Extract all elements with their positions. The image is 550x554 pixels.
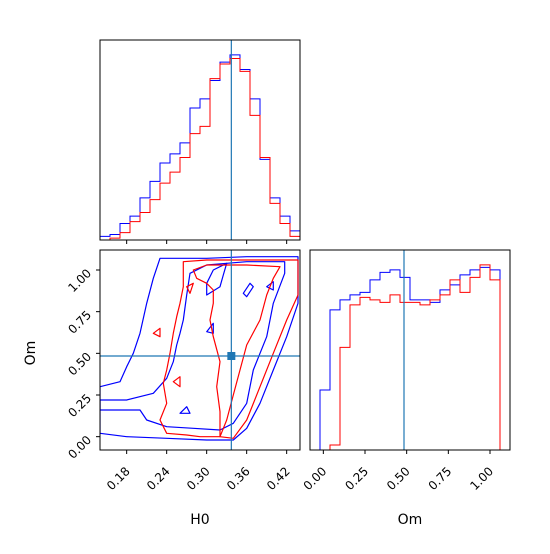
h0-histogram-panel	[99, 39, 301, 244]
h0-om-contour-panel: 0.18 0.24 0.30 0.36 0.42 0.00 0.25 0.50 0.75 1.00	[65, 249, 301, 493]
x-axis-label-h0: H0	[190, 512, 209, 528]
om-hist-frame	[309, 249, 511, 451]
contour-series-2-level-2	[192, 264, 281, 438]
contour-series-1-level-6	[206, 322, 214, 334]
om-x-tick-label: 0.00	[301, 464, 330, 493]
h0-hist-series-1	[99, 54, 301, 240]
contour-series-1-level-5	[266, 281, 274, 291]
contour-area	[100, 256, 299, 441]
contour-frame	[99, 249, 301, 451]
om-hist-series-2	[310, 264, 510, 451]
contour-series-2-level-3	[186, 282, 194, 294]
om-y-tick-label: 0.25	[65, 391, 94, 420]
h0-x-tick-label: 0.30	[184, 464, 213, 493]
contour-series-2-level-4	[152, 327, 161, 338]
om-y-tick-label: 0.50	[65, 350, 94, 379]
om-hist-series-1	[310, 266, 510, 451]
om-y-tick-label: 0.00	[65, 433, 94, 462]
y-axis-label-om: Om	[23, 341, 39, 366]
contour-series-2-level-1	[159, 259, 299, 439]
contour-series-2-level-5	[172, 376, 181, 388]
h0-hist-series-2	[100, 57, 301, 241]
om-y-tick-label: 1.00	[65, 266, 94, 295]
om-x-tick-label: 0.75	[426, 464, 455, 493]
contour-series-1-level-1	[100, 256, 299, 441]
h0-x-tick-label: 0.18	[104, 464, 133, 493]
h0-hist-frame	[99, 39, 301, 241]
om-histogram-panel: 0.00 0.25 0.50 0.75 1.00	[301, 249, 511, 493]
contour-truth-marker	[227, 352, 236, 360]
om-x-tick-label: 1.00	[467, 464, 496, 493]
om-y-tick-label: 0.75	[65, 308, 94, 337]
h0-x-tick-label: 0.42	[264, 464, 293, 493]
h0-x-tick-label: 0.36	[224, 464, 253, 493]
contour-series-1-level-2	[100, 261, 286, 431]
h0-x-tick-label: 0.24	[144, 464, 173, 493]
contour-series-1-level-3	[206, 262, 228, 296]
x-axis-label-om: Om	[398, 512, 423, 528]
om-x-tick-label: 0.25	[342, 464, 371, 493]
om-x-tick-label: 0.50	[384, 464, 413, 493]
contour-series-1-level-4	[242, 282, 254, 298]
contour-series-1-level-7	[179, 406, 191, 414]
